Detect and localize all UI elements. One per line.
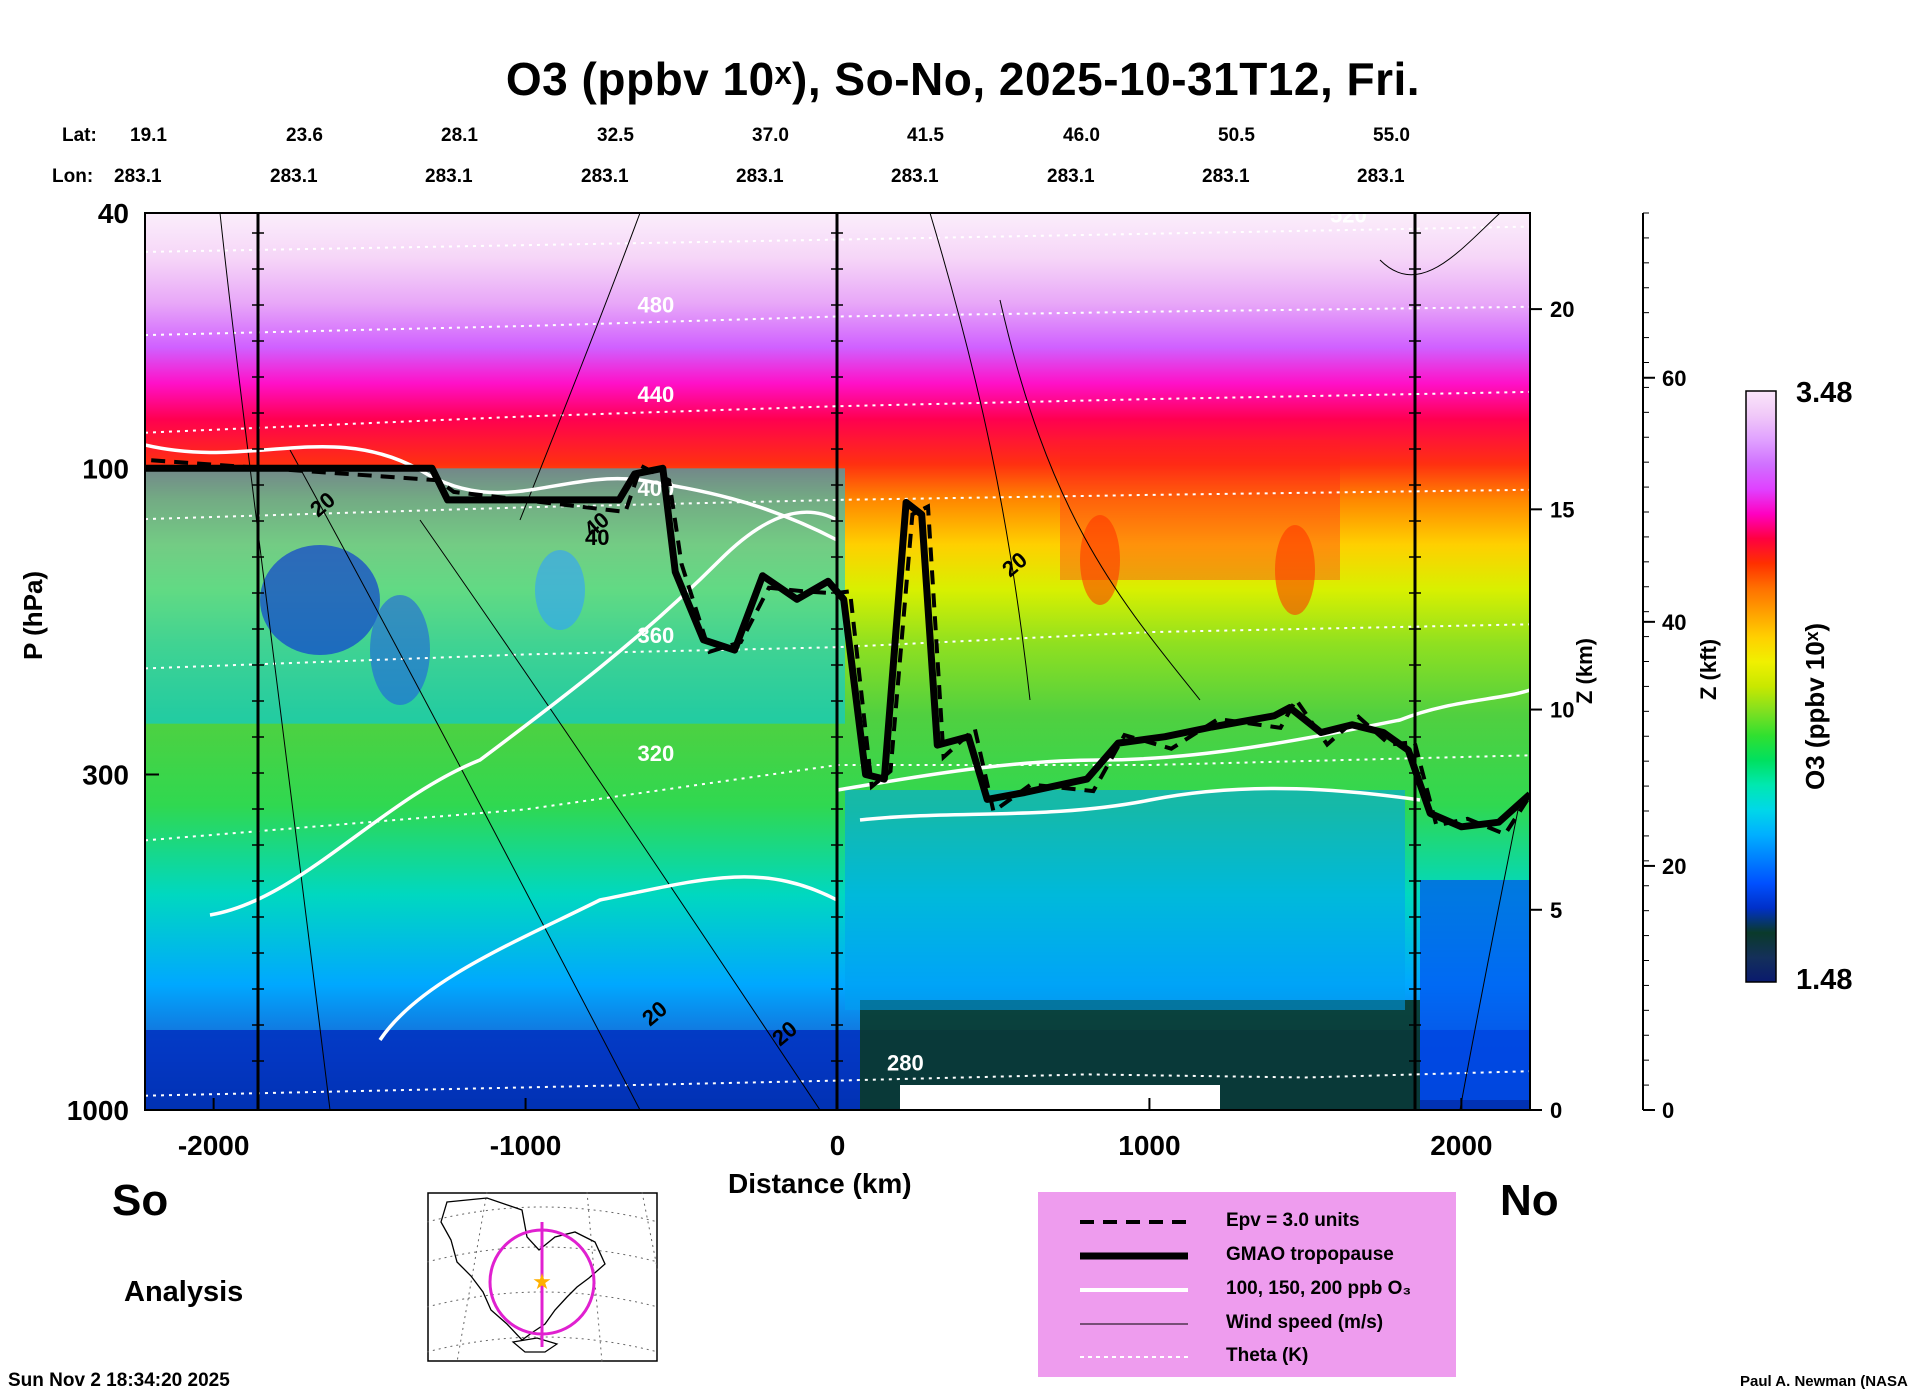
colorbar — [1745, 390, 1777, 983]
epv-line — [151, 458, 1530, 837]
ozone-contour — [209, 510, 838, 917]
p-tick-label: 40 — [98, 198, 129, 229]
z-km-tick-label: 10 — [1550, 698, 1574, 723]
chart-title: O3 (ppbv 10ˣ), So-No, 2025-10-31T12, Fri… — [505, 53, 1421, 105]
ozone-anomaly-patches — [145, 440, 1530, 1110]
z-km-tick-label: 0 — [1550, 1098, 1562, 1123]
colorbar-min-label: 1.48 — [1796, 964, 1853, 996]
lon-value: 283.1 — [581, 166, 629, 187]
lon-value: 283.1 — [270, 166, 318, 187]
x-axis-title: Distance (km) — [728, 1168, 912, 1199]
low-ozone-patch-north — [845, 790, 1405, 1010]
lat-value: 32.5 — [597, 125, 634, 146]
lat-value: 55.0 — [1373, 125, 1410, 146]
high-ozone-fold-tongue — [1275, 525, 1315, 615]
ozone-contour — [145, 443, 838, 542]
ozone-contour — [859, 786, 1421, 822]
z-kft-tick-label: 0 — [1662, 1098, 1674, 1123]
south-label: So — [112, 1176, 169, 1225]
map-center-marker: ★ — [532, 1269, 552, 1294]
line-legend: Epv = 3.0 units GMAO tropopause 100, 150… — [1038, 1192, 1456, 1377]
z-kft-axis-title: Z (kft) — [1696, 638, 1721, 700]
wind-isotach — [999, 299, 1201, 701]
low-ozone-core — [535, 550, 585, 630]
lon-value: 283.1 — [1357, 166, 1405, 187]
north-label: No — [1500, 1176, 1559, 1225]
wind-isotach — [519, 213, 641, 521]
lat-label: Lat: — [62, 125, 97, 146]
y-axis-title: P (hPa) — [18, 570, 48, 660]
wind-isotach — [929, 213, 1031, 701]
caribbean-islands — [511, 1337, 559, 1353]
low-ozone-patch-south — [145, 468, 845, 724]
coastline — [440, 1197, 606, 1341]
x-tick-label: -1000 — [490, 1130, 562, 1161]
lon-value: 283.1 — [1202, 166, 1250, 187]
tropopause-line — [145, 464, 1530, 831]
z-kft-tick-label: 20 — [1662, 854, 1686, 879]
lat-value: 28.1 — [441, 125, 478, 146]
x-tick-label: 1000 — [1118, 1130, 1180, 1161]
location-map: ★ — [427, 1192, 658, 1362]
x-tick-label: 0 — [830, 1130, 846, 1161]
legend-label-theta: Theta (K) — [1226, 1345, 1309, 1366]
p-tick-label: 100 — [82, 453, 129, 484]
theta-label: 440 — [638, 382, 675, 407]
p-tick-label: 1000 — [67, 1095, 129, 1126]
ozone-contour — [378, 875, 838, 1041]
lon-value: 283.1 — [114, 166, 162, 187]
lat-value: 37.0 — [752, 125, 789, 146]
legend-label-epv: Epv = 3.0 units — [1226, 1210, 1360, 1231]
theta-isentrope — [145, 225, 1530, 253]
theta-label: 480 — [638, 293, 675, 318]
z-km-tick-label: 5 — [1550, 898, 1562, 923]
theta-label: 280 — [887, 1050, 924, 1075]
wind-isotach — [419, 519, 821, 1110]
wind-isotach — [1379, 213, 1501, 276]
lon-value: 283.1 — [891, 166, 939, 187]
legend-label-tropopause: GMAO tropopause — [1226, 1244, 1394, 1265]
theta-label: 520 — [1330, 203, 1367, 228]
z-km-tick-label: 20 — [1550, 297, 1574, 322]
lat-value: 41.5 — [907, 125, 944, 146]
x-tick-label: -2000 — [178, 1130, 250, 1161]
lat-value: 23.6 — [286, 125, 323, 146]
wind-isotach — [1459, 799, 1521, 1110]
lon-value: 283.1 — [425, 166, 473, 187]
wind-isotach — [219, 213, 331, 1110]
lat-value: 50.5 — [1218, 125, 1255, 146]
ozone-contour-label: 40 — [585, 525, 609, 550]
lon-label: Lon: — [52, 166, 94, 187]
x-tick-label: 2000 — [1430, 1130, 1492, 1161]
legend-label-ozone: 100, 150, 200 ppb O₃ — [1226, 1278, 1412, 1299]
z-km-axis-title: Z (km) — [1572, 638, 1597, 704]
low-ozone-core — [370, 595, 430, 705]
ozone-contour — [836, 688, 1530, 792]
timestamp: Sun Nov 2 18:34:20 2025 — [8, 1370, 230, 1391]
low-ozone-patch-north-edge — [1420, 880, 1530, 1100]
theta-label: 320 — [638, 741, 675, 766]
legend-label-wind: Wind speed (m/s) — [1226, 1312, 1384, 1333]
ozone-contours: 40 — [145, 443, 1530, 1041]
colorbar-title: O3 (ppbv 10ˣ) — [1800, 623, 1830, 790]
axes: -2000 -1000 0 1000 2000 40 100 300 1000 0 5 10 15 20 0… — [67, 198, 1687, 1161]
lon-value: 283.1 — [736, 166, 784, 187]
lat-value: 19.1 — [130, 125, 167, 146]
credit: Paul A. Newman (NASA — [1740, 1373, 1908, 1390]
high-ozone-fold-tongue — [1080, 515, 1120, 605]
z-km-tick-label: 15 — [1550, 497, 1574, 522]
low-ozone-core — [260, 545, 380, 655]
p-tick-label: 300 — [82, 759, 129, 790]
analysis-label: Analysis — [124, 1276, 244, 1308]
z-kft-tick-label: 60 — [1662, 366, 1686, 391]
colorbar-max-label: 3.48 — [1796, 377, 1853, 409]
z-kft-tick-label: 40 — [1662, 610, 1686, 635]
lon-value: 283.1 — [1047, 166, 1095, 187]
surface-gap — [900, 1085, 1220, 1110]
lat-value: 46.0 — [1063, 125, 1100, 146]
theta-label: 360 — [638, 623, 675, 648]
